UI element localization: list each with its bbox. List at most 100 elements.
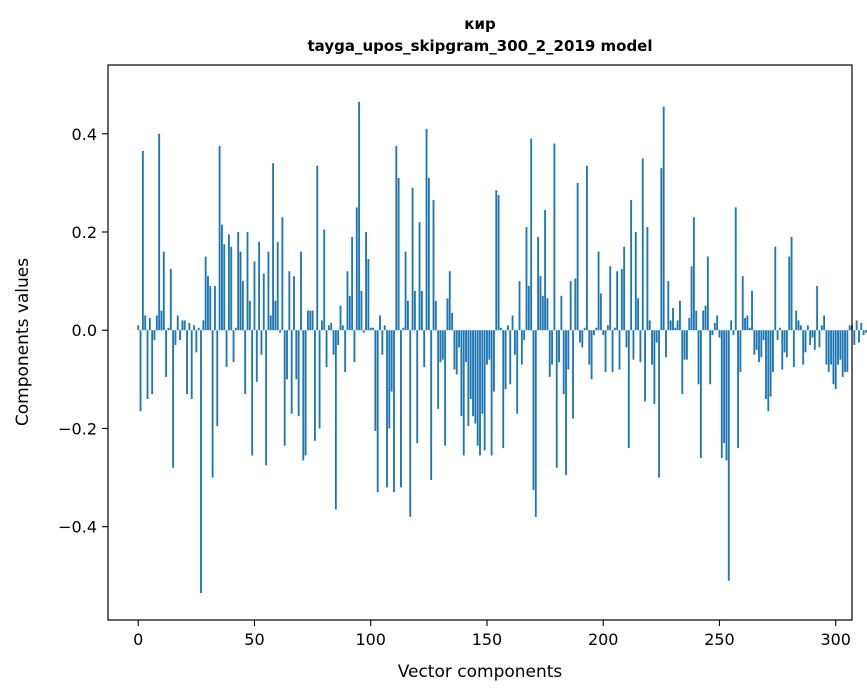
bar-94: [355, 207, 358, 331]
bar-160: [509, 330, 512, 385]
bar-177: [548, 330, 551, 377]
bar-298: [830, 330, 832, 365]
x-axis-ticks: 0 50 100 150 200 250 300: [133, 620, 851, 649]
bar-117: [409, 330, 412, 517]
bar-14: [169, 268, 172, 331]
bar-17: [176, 315, 179, 331]
bar-292: [816, 286, 819, 331]
bar-2: [141, 150, 144, 331]
bar-5: [148, 317, 151, 331]
x-tick-label: 50: [244, 630, 264, 649]
x-axis-label: Vector components: [398, 662, 563, 682]
bar-147: [479, 330, 481, 456]
bar-61: [279, 330, 281, 333]
bar-227: [665, 330, 667, 358]
bar-304: [844, 330, 846, 372]
bar-148: [481, 330, 484, 414]
bar-134: [448, 271, 451, 331]
bar-130: [439, 330, 442, 363]
y-axis-label: Components values: [13, 258, 33, 426]
bar-78: [318, 330, 321, 429]
bar-45: [241, 281, 244, 331]
bar-313: [865, 330, 867, 333]
bar-252: [723, 330, 726, 444]
bar-154: [495, 190, 498, 331]
x-tick-label: 150: [472, 630, 503, 649]
bar-74: [309, 310, 312, 331]
bar-48: [248, 300, 251, 331]
bar-103: [376, 330, 379, 493]
bar-34: [216, 330, 219, 426]
bar-208: [620, 268, 623, 331]
bars-group: [137, 101, 867, 593]
bar-143: [469, 330, 472, 399]
bar-185: [567, 330, 570, 370]
bar-4: [146, 330, 149, 399]
bar-127: [432, 200, 435, 331]
bar-233: [679, 300, 681, 331]
bar-38: [225, 330, 228, 368]
bar-274: [774, 246, 777, 331]
bar-230: [672, 308, 674, 331]
bar-174: [541, 295, 544, 331]
bar-128: [434, 300, 437, 331]
bar-182: [560, 295, 563, 331]
bar-197: [595, 327, 598, 331]
bar-299: [832, 330, 835, 385]
bar-215: [637, 298, 640, 331]
bar-87: [339, 305, 342, 331]
bar-235: [683, 330, 686, 360]
bar-131: [441, 330, 444, 360]
bar-92: [351, 236, 354, 331]
bar-268: [760, 330, 763, 358]
bar-82: [327, 325, 330, 331]
bar-119: [413, 290, 416, 331]
bar-13: [167, 327, 170, 331]
bar-142: [467, 330, 470, 426]
bar-53: [260, 330, 263, 355]
bar-0: [137, 325, 140, 331]
bar-156: [499, 327, 502, 331]
bar-16: [174, 330, 177, 345]
bar-225: [660, 168, 663, 331]
bar-241: [697, 330, 700, 385]
bar-218: [644, 330, 646, 402]
x-tick-label: 300: [820, 630, 851, 649]
bar-98: [365, 231, 367, 331]
bar-303: [841, 330, 844, 377]
bar-294: [820, 325, 823, 331]
bar-309: [855, 320, 858, 331]
bar-256: [732, 330, 735, 336]
bar-249: [716, 315, 719, 331]
bar-162: [513, 330, 516, 355]
bar-170: [532, 330, 535, 490]
bar-122: [420, 290, 423, 331]
bar-168: [527, 286, 530, 331]
bar-166: [523, 330, 526, 341]
bar-203: [609, 266, 612, 331]
bar-165: [520, 330, 523, 365]
bar-129: [437, 330, 440, 409]
bar-196: [592, 330, 595, 336]
bar-125: [427, 177, 430, 331]
bar-132: [444, 330, 447, 446]
bar-212: [630, 200, 633, 331]
y-tick-label: 0.2: [72, 223, 97, 242]
bar-226: [662, 106, 665, 331]
bar-255: [730, 320, 733, 331]
bar-194: [588, 330, 591, 365]
bar-158: [504, 330, 507, 390]
bar-281: [790, 236, 793, 331]
bar-155: [497, 195, 500, 331]
bar-229: [669, 320, 672, 331]
bar-120: [416, 330, 419, 444]
bar-219: [646, 227, 649, 331]
bar-79: [320, 320, 323, 331]
bar-19: [181, 320, 184, 331]
bar-62: [281, 217, 284, 331]
chart-title: кир: [464, 15, 496, 33]
bar-213: [632, 330, 635, 360]
bar-261: [744, 317, 746, 331]
x-tick-label: 0: [133, 630, 143, 649]
bar-297: [827, 330, 830, 372]
